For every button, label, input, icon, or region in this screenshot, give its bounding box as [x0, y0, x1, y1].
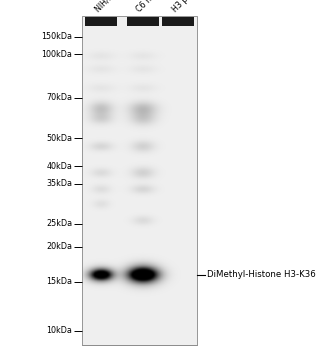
Bar: [127, 18, 159, 26]
Text: 50kDa: 50kDa: [46, 134, 72, 143]
Text: 20kDa: 20kDa: [46, 242, 72, 251]
Text: DiMethyl-Histone H3-K36: DiMethyl-Histone H3-K36: [207, 270, 316, 279]
Text: NIH/3T3 nuclear protein: NIH/3T3 nuclear protein: [93, 0, 167, 14]
Bar: [85, 18, 117, 26]
Text: 15kDa: 15kDa: [46, 277, 72, 286]
Text: 40kDa: 40kDa: [46, 162, 72, 171]
Text: 70kDa: 70kDa: [46, 93, 72, 103]
Text: 35kDa: 35kDa: [46, 179, 72, 188]
Bar: [82, 16, 197, 345]
Text: 10kDa: 10kDa: [46, 326, 72, 335]
Text: 25kDa: 25kDa: [46, 219, 72, 229]
Bar: [162, 18, 194, 26]
Text: C6 nuclear protein: C6 nuclear protein: [135, 0, 194, 14]
Text: 100kDa: 100kDa: [41, 50, 72, 59]
Bar: [82, 16, 197, 345]
Text: H3 protein: H3 protein: [170, 0, 206, 14]
Bar: [127, 18, 159, 26]
Text: 150kDa: 150kDa: [41, 32, 72, 41]
Bar: [162, 18, 194, 26]
Bar: [85, 18, 117, 26]
